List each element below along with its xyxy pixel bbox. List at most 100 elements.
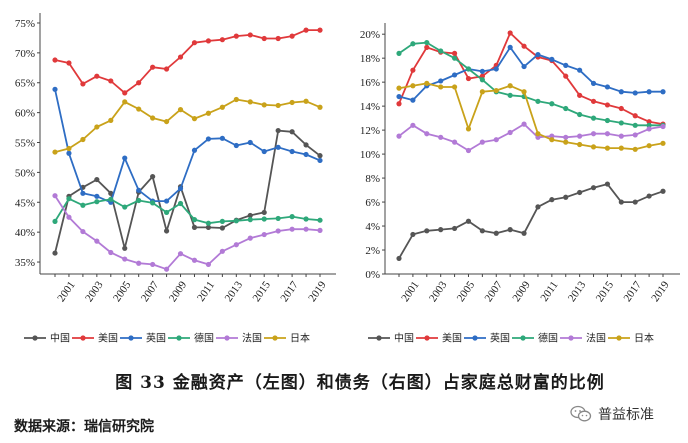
- y-tick-label: 75%: [15, 18, 35, 30]
- data-point: [646, 119, 652, 125]
- data-point: [465, 66, 472, 72]
- data-point: [289, 214, 295, 220]
- data-point: [94, 176, 100, 183]
- data-point: [247, 235, 253, 241]
- data-point: [604, 131, 611, 137]
- data-point: [317, 157, 323, 164]
- data-point: [521, 230, 527, 236]
- data-point: [247, 139, 253, 146]
- data-point: [163, 66, 170, 72]
- legend-label: 德国: [538, 332, 558, 345]
- data-point: [108, 196, 114, 202]
- data-point: [52, 86, 58, 92]
- data-point: [80, 190, 86, 196]
- data-point: [122, 155, 128, 161]
- data-point: [590, 131, 597, 137]
- data-point: [163, 266, 170, 272]
- data-point: [275, 127, 281, 134]
- data-point: [479, 68, 485, 74]
- data-point: [219, 218, 225, 225]
- data-point: [177, 251, 184, 257]
- legend-label: 英国: [146, 332, 166, 345]
- data-point: [94, 73, 100, 79]
- data-point: [191, 257, 198, 263]
- data-point: [163, 118, 170, 125]
- x-tick-label: 2019: [649, 279, 672, 304]
- legend-label: 德国: [194, 332, 214, 345]
- data-point: [604, 117, 611, 124]
- data-point: [80, 81, 86, 87]
- data-point: [618, 89, 624, 95]
- data-point: [549, 56, 555, 62]
- data-point: [177, 185, 184, 192]
- data-point: [66, 150, 72, 156]
- data-point: [66, 60, 72, 66]
- data-point: [507, 129, 513, 136]
- data-point: [122, 99, 128, 105]
- data-point: [493, 137, 499, 143]
- y-tick-label: 0%: [365, 269, 380, 281]
- data-point: [618, 120, 624, 126]
- data-point: [410, 41, 416, 47]
- data-point: [136, 80, 142, 86]
- data-point: [108, 78, 114, 84]
- y-tick-label: 65%: [15, 78, 35, 90]
- y-tick-label: 4%: [365, 221, 380, 233]
- data-point: [521, 43, 527, 49]
- y-tick-label: 45%: [15, 197, 35, 209]
- data-point: [52, 193, 58, 199]
- brand-watermark: 普益标准: [570, 404, 654, 424]
- data-point: [303, 226, 309, 232]
- data-point: [604, 181, 611, 187]
- data-point: [604, 145, 611, 151]
- data-point: [563, 62, 569, 68]
- data-point: [261, 102, 267, 108]
- data-point: [317, 227, 323, 233]
- data-point: [438, 78, 444, 84]
- data-point: [177, 54, 184, 60]
- data-point: [80, 136, 86, 143]
- data-point: [479, 73, 485, 79]
- data-point: [438, 134, 444, 140]
- data-point: [660, 188, 666, 194]
- data-point: [136, 187, 142, 193]
- data-point: [451, 50, 458, 56]
- data-point: [261, 209, 267, 216]
- wechat-icon: [570, 405, 592, 422]
- data-point: [163, 228, 170, 234]
- data-point: [80, 228, 86, 235]
- data-point: [507, 92, 513, 98]
- data-point: [150, 64, 156, 70]
- data-point: [577, 67, 583, 73]
- legend-marker: [128, 335, 134, 341]
- y-tick-label: 35%: [15, 257, 35, 269]
- data-point: [233, 142, 239, 149]
- data-point: [136, 106, 142, 112]
- data-point: [410, 67, 416, 73]
- data-point: [632, 122, 638, 128]
- x-tick-label: 2005: [455, 279, 478, 304]
- x-tick-label: 2015: [251, 279, 274, 304]
- data-point: [317, 27, 323, 33]
- data-point: [396, 101, 402, 107]
- data-point: [646, 143, 652, 149]
- y-tick-label: 2%: [365, 245, 380, 257]
- data-point: [632, 199, 638, 205]
- data-point: [577, 133, 583, 139]
- legend-label: 日本: [290, 332, 310, 345]
- data-point: [108, 249, 114, 256]
- data-point: [233, 96, 239, 103]
- data-point: [94, 193, 100, 199]
- y-tick-label: 50%: [15, 167, 35, 179]
- data-point: [66, 196, 72, 202]
- y-tick-label: 12%: [360, 125, 380, 137]
- data-point: [618, 199, 624, 205]
- legend-label: 美国: [98, 332, 118, 345]
- legend-marker: [520, 335, 526, 341]
- legend-label: 中国: [394, 332, 414, 345]
- data-point: [80, 202, 86, 208]
- data-point: [191, 40, 198, 46]
- legend-marker: [224, 335, 230, 341]
- data-point: [549, 133, 555, 139]
- data-point: [396, 85, 402, 91]
